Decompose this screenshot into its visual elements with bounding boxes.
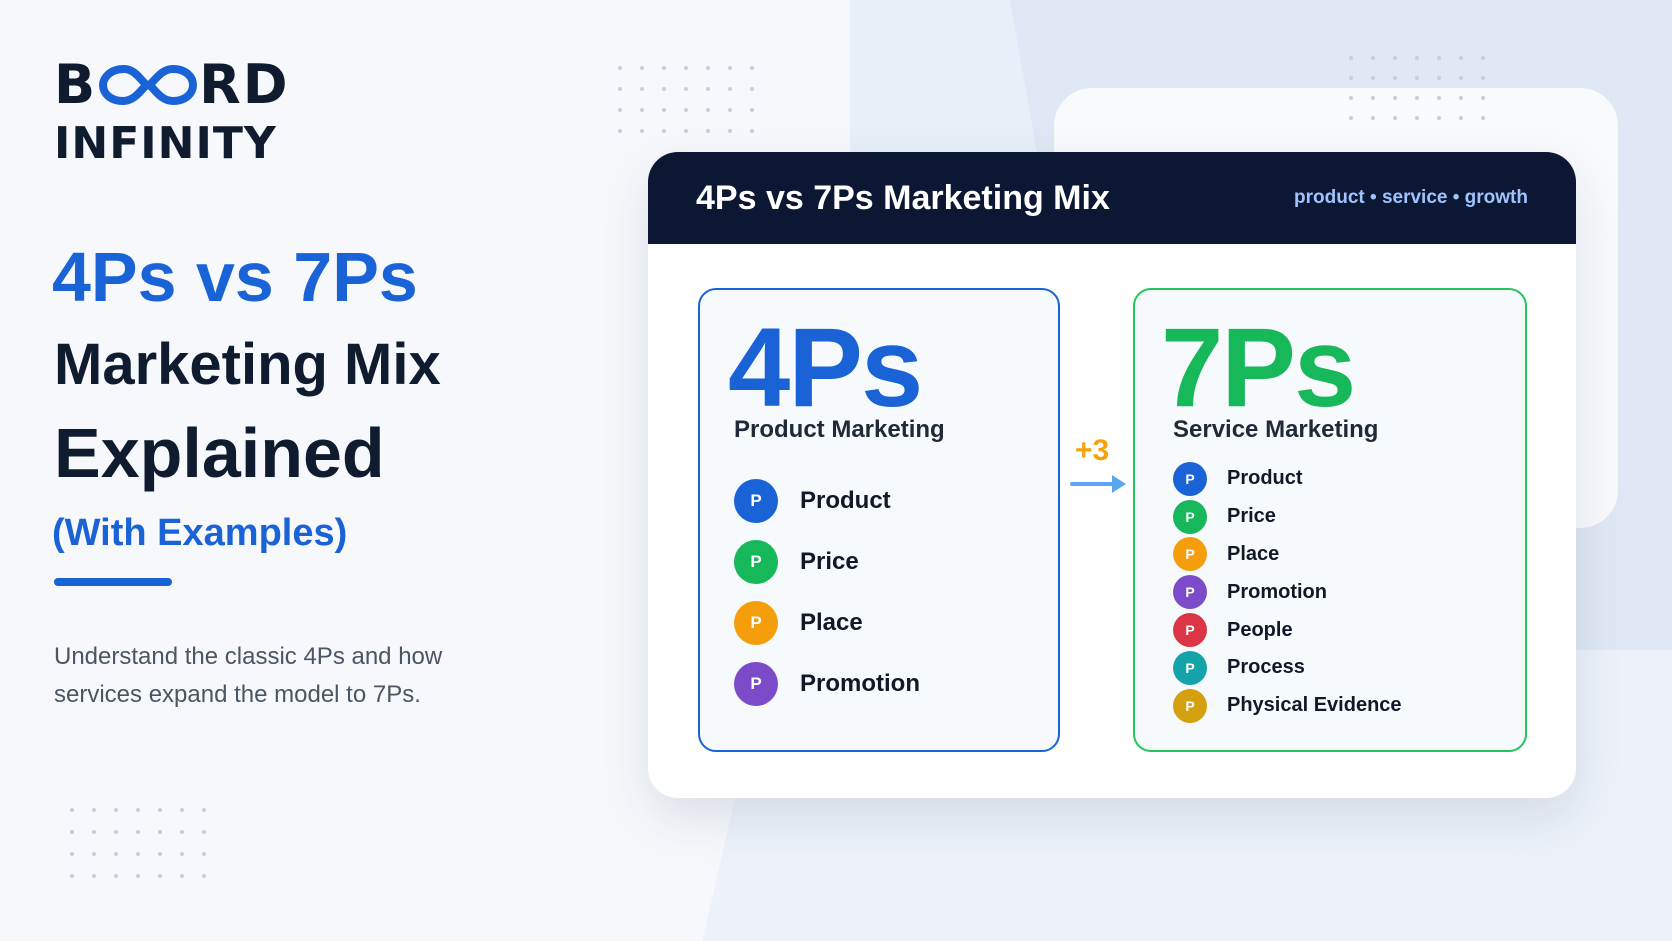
hero-title-line2: Marketing Mix (54, 332, 441, 397)
seven-ps-list: P Product P Price P Place P Promotion P People P Pr… (1173, 460, 1402, 725)
title-underline (54, 578, 172, 586)
list-item-label: Product (800, 486, 891, 514)
list-item: P Product (1173, 460, 1402, 498)
decorative-dot-grid (618, 66, 754, 133)
list-item-label: Promotion (800, 669, 920, 697)
list-item-label: People (1227, 618, 1293, 641)
p-badge-icon: P (734, 600, 778, 645)
seven-ps-heading: 7Ps (1161, 305, 1356, 430)
p-badge-icon: P (734, 661, 778, 706)
hero-subtitle: (With Examples) (52, 512, 348, 554)
p-badge-icon: P (1173, 537, 1207, 572)
list-item-label: Product (1227, 467, 1303, 490)
list-item: P Promotion (1173, 573, 1402, 611)
list-item: P Process (1173, 649, 1402, 687)
infinity-icon (99, 65, 198, 105)
seven-ps-subtitle: Service Marketing (1173, 416, 1379, 443)
card-tagline: product • service • growth (1294, 187, 1528, 208)
list-item: P Price (1173, 498, 1402, 536)
p-badge-icon: P (734, 539, 778, 584)
list-item: P Price (734, 531, 920, 592)
list-item: P People (1173, 611, 1402, 649)
list-item: P Promotion (734, 653, 920, 714)
four-ps-subtitle: Product Marketing (734, 416, 945, 443)
card-title: 4Ps vs 7Ps Marketing Mix (696, 178, 1110, 217)
list-item-label: Place (800, 608, 863, 636)
hero-title-line3: Explained (54, 414, 385, 492)
logo-word-end: RD (199, 53, 290, 116)
list-item: P Physical Evidence (1173, 687, 1402, 725)
p-badge-icon: P (1173, 650, 1207, 685)
decorative-dot-grid (70, 808, 206, 878)
logo-word-start: B (54, 53, 98, 116)
p-badge-icon: P (1173, 461, 1207, 496)
comparison-card: 4Ps vs 7Ps Marketing Mix product • servi… (648, 152, 1576, 798)
list-item-label: Process (1227, 656, 1305, 679)
hero-description: Understand the classic 4Ps and how servi… (54, 643, 443, 708)
p-badge-icon: P (1173, 499, 1207, 534)
logo-subword: INFINITY (54, 118, 277, 169)
p-badge-icon: P (1173, 575, 1207, 610)
plus-three-label: +3 (1075, 434, 1110, 467)
brand-logo: B RD INFINITY (54, 58, 290, 166)
list-item-label: Physical Evidence (1227, 694, 1402, 717)
card-header: 4Ps vs 7Ps Marketing Mix product • servi… (648, 152, 1576, 244)
list-item: P Product (734, 470, 920, 531)
decorative-dot-grid (1349, 56, 1485, 120)
hero-title: 4Ps vs 7Ps (52, 238, 418, 316)
list-item-label: Price (1227, 505, 1276, 528)
list-item-label: Place (1227, 542, 1280, 565)
list-item-label: Price (800, 547, 859, 575)
list-item: P Place (1173, 536, 1402, 574)
seven-ps-panel: 7Ps Service Marketing P Product P Price P Pla… (1133, 288, 1527, 752)
p-badge-icon: P (1173, 613, 1207, 648)
p-badge-icon: P (734, 478, 778, 523)
four-ps-panel: 4Ps Product Marketing P Product P Price P Pla… (698, 288, 1060, 752)
four-ps-heading: 4Ps (728, 305, 923, 430)
list-item-label: Promotion (1227, 580, 1327, 603)
arrow-right-icon (1070, 475, 1126, 493)
p-badge-icon: P (1173, 688, 1207, 723)
list-item: P Place (734, 592, 920, 653)
four-ps-list: P Product P Price P Place P Promotion (734, 470, 920, 714)
